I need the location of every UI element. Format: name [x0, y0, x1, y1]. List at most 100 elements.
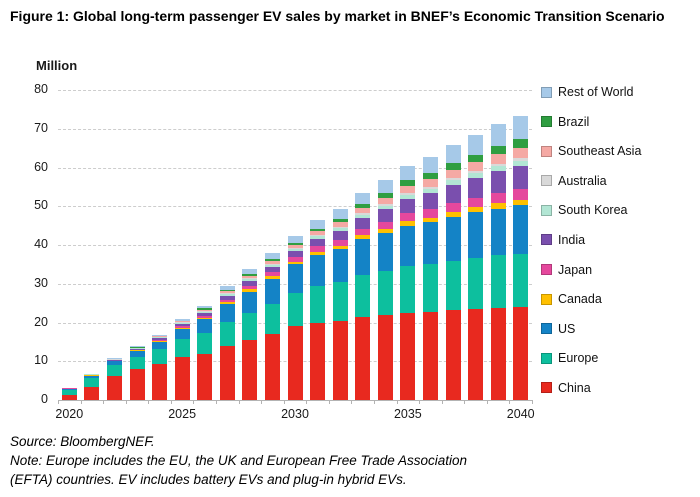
bar-segment-us-2040 — [513, 205, 529, 254]
bar-segment-india-2033 — [355, 217, 371, 229]
bar-segment-south-korea-2036 — [422, 188, 438, 193]
bar-segment-south-korea-2024 — [152, 337, 168, 339]
bar-segment-brazil-2024 — [152, 335, 168, 337]
bar-segment-india-2037 — [445, 184, 461, 203]
gridline-80 — [58, 90, 532, 91]
bar-segment-japan-2032 — [332, 239, 348, 246]
bar-segment-japan-2028 — [242, 285, 258, 290]
bar-segment-india-2038 — [468, 178, 484, 198]
x-tick-mark — [532, 400, 533, 404]
bar-segment-us-2031 — [310, 254, 326, 286]
stacked-bar-2030 — [287, 236, 303, 400]
bar-segment-canada-2039 — [490, 203, 506, 209]
bar-segment-southeast-asia-2025 — [174, 321, 190, 323]
bar-segment-china-2031 — [310, 322, 326, 400]
legend-item-us: US — [541, 321, 641, 336]
legend-swatch-icon — [541, 145, 552, 157]
bar-segment-southeast-asia-2039 — [490, 154, 506, 164]
bar-segment-india-2023 — [129, 349, 145, 350]
bar-segment-china-2033 — [355, 316, 371, 400]
bar-segment-europe-2027 — [219, 321, 235, 346]
bar-segment-canada-2038 — [468, 207, 484, 213]
bar-segment-brazil-2025 — [174, 320, 190, 322]
bar-segment-brazil-2033 — [355, 204, 371, 209]
bar-segment-rest-of-world-2039 — [490, 124, 506, 146]
bar-segment-australia-2035 — [400, 192, 416, 195]
bar-segment-australia-2033 — [355, 213, 371, 215]
bar-segment-japan-2037 — [445, 202, 461, 213]
y-tick-label-50: 50 — [34, 198, 48, 213]
bar-segment-southeast-asia-2036 — [422, 179, 438, 187]
stacked-bar-2038 — [468, 135, 484, 400]
x-tick-mark — [170, 400, 172, 404]
bar-segment-brazil-2035 — [400, 179, 416, 186]
bar-segment-brazil-2036 — [422, 172, 438, 180]
bar-segment-brazil-2038 — [468, 154, 484, 163]
bar-segment-rest-of-world-2033 — [355, 193, 371, 205]
stacked-bar-2029 — [264, 253, 280, 400]
bar-segment-china-2024 — [152, 363, 168, 400]
bar-segment-southeast-asia-2029 — [264, 261, 280, 264]
legend-label: US — [558, 321, 576, 336]
bar-segment-brazil-2032 — [332, 219, 348, 223]
x-tick-mark — [193, 400, 195, 404]
bar-segment-south-korea-2023 — [129, 348, 145, 350]
bar-segment-us-2029 — [264, 278, 280, 304]
legend-label: Southeast Asia — [558, 144, 642, 159]
bar-segment-europe-2020 — [61, 389, 77, 396]
stacked-bar-2031 — [310, 220, 326, 400]
bar-segment-rest-of-world-2026 — [197, 305, 213, 309]
bar-segment-australia-2030 — [287, 247, 303, 249]
bar-segment-south-korea-2025 — [174, 322, 190, 325]
bar-segment-europe-2040 — [513, 253, 529, 307]
bar-segment-china-2020 — [61, 395, 77, 400]
chart-legend: Rest of World Brazil Southeast Asia Austral… — [541, 85, 642, 412]
bar-segment-australia-2040 — [513, 158, 529, 161]
stacked-bar-2025 — [174, 318, 190, 400]
bar-segment-europe-2023 — [129, 357, 145, 370]
bar-segment-brazil-2040 — [513, 139, 529, 149]
bar-segment-canada-2028 — [242, 289, 258, 292]
bar-segment-europe-2036 — [422, 264, 438, 312]
bar-segment-southeast-asia-2033 — [355, 208, 371, 214]
legend-item-europe: Europe — [541, 351, 641, 365]
bar-segment-europe-2022 — [106, 365, 122, 376]
bar-segment-south-korea-2031 — [310, 236, 326, 239]
bar-segment-us-2024 — [152, 341, 168, 350]
bar-segment-australia-2029 — [264, 263, 280, 265]
bar-segment-southeast-asia-2026 — [197, 309, 213, 312]
legend-swatch-icon — [541, 264, 552, 276]
legend-label: Canada — [558, 292, 602, 307]
bar-segment-europe-2021 — [84, 378, 100, 388]
bar-segment-us-2020 — [61, 388, 77, 390]
x-tick-mark — [283, 400, 285, 404]
bar-segment-southeast-asia-2037 — [445, 169, 461, 179]
legend-item-india: India — [541, 233, 641, 247]
y-tick-label-70: 70 — [34, 120, 48, 135]
x-tick-label-2035: 2035 — [393, 407, 422, 421]
bar-segment-brazil-2027 — [219, 289, 235, 292]
x-tick-mark — [103, 400, 105, 404]
bar-segment-south-korea-2034 — [377, 205, 393, 209]
gridline-60 — [58, 167, 532, 169]
bar-segment-southeast-asia-2024 — [152, 336, 168, 338]
legend-swatch-icon — [541, 323, 552, 335]
x-tick-mark — [351, 400, 353, 404]
bar-segment-china-2040 — [513, 307, 529, 400]
bar-segment-south-korea-2033 — [355, 214, 371, 218]
bar-segment-rest-of-world-2024 — [152, 334, 168, 336]
bar-segment-rest-of-world-2025 — [174, 318, 190, 321]
bar-segment-south-korea-2040 — [513, 160, 529, 166]
bar-segment-india-2031 — [310, 238, 326, 247]
bar-segment-india-2040 — [513, 165, 529, 189]
x-tick-mark — [509, 400, 511, 404]
y-tick-label-20: 20 — [34, 314, 48, 329]
bar-segment-china-2035 — [400, 312, 416, 400]
bar-segment-us-2027 — [219, 304, 235, 322]
legend-label: South Korea — [558, 203, 628, 218]
y-tick-label-40: 40 — [34, 237, 48, 251]
bar-segment-south-korea-2032 — [332, 227, 348, 231]
bar-segment-china-2036 — [422, 311, 438, 400]
bar-segment-europe-2038 — [468, 257, 484, 309]
bar-segment-china-2021 — [84, 387, 100, 400]
